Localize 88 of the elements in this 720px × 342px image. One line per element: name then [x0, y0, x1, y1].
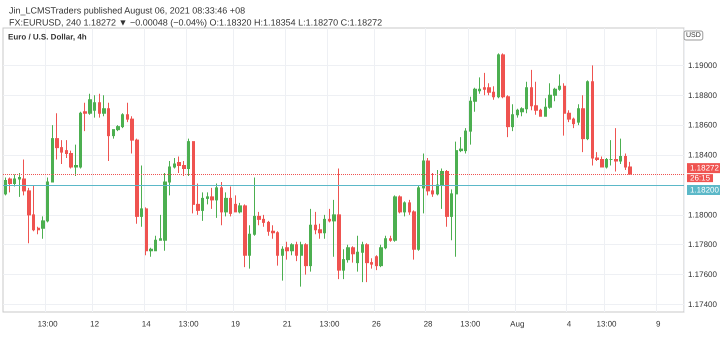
candlestick: [403, 200, 406, 217]
candlestick: [511, 104, 514, 132]
x-tick-label: 12: [90, 320, 100, 328]
y-tick-label: 1.18600: [688, 120, 718, 130]
candlestick: [206, 192, 209, 205]
candlestick: [37, 226, 40, 235]
candlestick: [361, 241, 364, 283]
candlestick: [356, 235, 359, 272]
candlestick: [51, 124, 54, 182]
candlestick: [285, 241, 289, 260]
candlestick: [102, 94, 106, 117]
chart-subtitle: FX:EURUSD, 240 1.18272 ▼ −0.00048 (−0.04%) O:1.18320 H:1.18354 L:1.18270 C:1.18272: [9, 18, 382, 28]
candlestick: [18, 172, 21, 198]
candlestick: [309, 208, 312, 272]
candlestick: [300, 241, 303, 288]
x-tick-label: 28: [424, 320, 434, 328]
x-tick-label: 26: [372, 320, 382, 328]
candlestick: [323, 214, 326, 240]
candlestick: [8, 176, 12, 193]
candlestick: [173, 158, 176, 170]
x-tick-label: 21: [282, 320, 292, 328]
candlestick: [243, 204, 247, 268]
candlestick: [440, 168, 444, 210]
candlestick: [220, 181, 223, 226]
candlestick: [450, 188, 453, 241]
candlestick: [229, 186, 232, 217]
chart-title: Jin_LCMSTraders published August 06, 2021 08:33:46 +08: [9, 6, 246, 16]
candlestick: [107, 102, 110, 162]
y-tick-label: 1.18400: [688, 150, 718, 160]
ref-line-label: 1.18272: [690, 164, 720, 173]
candlestick: [614, 128, 618, 172]
candlestick: [365, 242, 369, 283]
candlestick: [145, 206, 148, 256]
candlestick: [55, 112, 59, 160]
candlestick: [290, 242, 294, 256]
x-tick-label: 19: [231, 320, 240, 328]
x-tick-label: 13:00: [38, 320, 58, 328]
y-tick-label: 1.19000: [688, 60, 718, 70]
y-tick-label: 1.18800: [688, 90, 718, 100]
x-tick-label: 13:00: [460, 320, 481, 328]
x-tick-label: 9: [656, 320, 661, 328]
candlestick: [422, 153, 425, 214]
candlestick: [13, 174, 16, 187]
candlestick: [497, 52, 500, 99]
candlestick: [619, 138, 622, 165]
candlestick: [295, 241, 298, 262]
y-tick-label: 1.18000: [688, 210, 718, 220]
y-tick-label: 1.17400: [688, 300, 718, 310]
candlestick: [304, 242, 308, 276]
candlestick: [393, 194, 397, 242]
candlestick: [140, 165, 143, 228]
candlestick: [187, 138, 190, 176]
x-tick-label: 13:00: [319, 320, 340, 328]
candlestick: [332, 199, 336, 258]
candlestick: [83, 102, 87, 132]
candlestick: [417, 184, 420, 252]
candlestick: [253, 176, 256, 236]
candlestick: [234, 194, 237, 212]
candlestick: [215, 182, 218, 218]
candlestick: [88, 93, 92, 116]
candlestick: [257, 211, 261, 226]
candlestick: [586, 80, 589, 141]
x-tick-label: Aug: [510, 320, 524, 328]
candlestick: [4, 176, 7, 196]
y-tick-label: 1.17800: [688, 240, 718, 250]
candlestick: [98, 93, 101, 118]
candlestick: [210, 187, 214, 210]
candlestick: [328, 208, 331, 223]
x-tick-label: 13:00: [178, 320, 200, 328]
y-tick-label: 1.17600: [688, 270, 718, 280]
candlestick: [577, 104, 580, 126]
candlestick: [248, 224, 251, 270]
x-tick-label: 13:00: [596, 320, 618, 328]
candlestick: [201, 192, 204, 222]
text: 26:15: [690, 174, 711, 183]
candlestick: [375, 254, 378, 271]
candlestick: [238, 202, 242, 214]
ref-line-label: 1.18200: [690, 185, 720, 194]
x-tick-label: 4: [566, 320, 572, 328]
candlestick: [224, 192, 228, 217]
candlestick: [281, 246, 284, 282]
x-tick-label: 14: [142, 320, 152, 328]
candlestick: [351, 246, 355, 264]
candlestick: [609, 140, 613, 166]
annotation: Euro / U.S. Dollar, 4h: [8, 32, 87, 42]
candlestick: [389, 235, 392, 242]
candlestick: [398, 194, 402, 214]
candlestick: [581, 94, 585, 153]
